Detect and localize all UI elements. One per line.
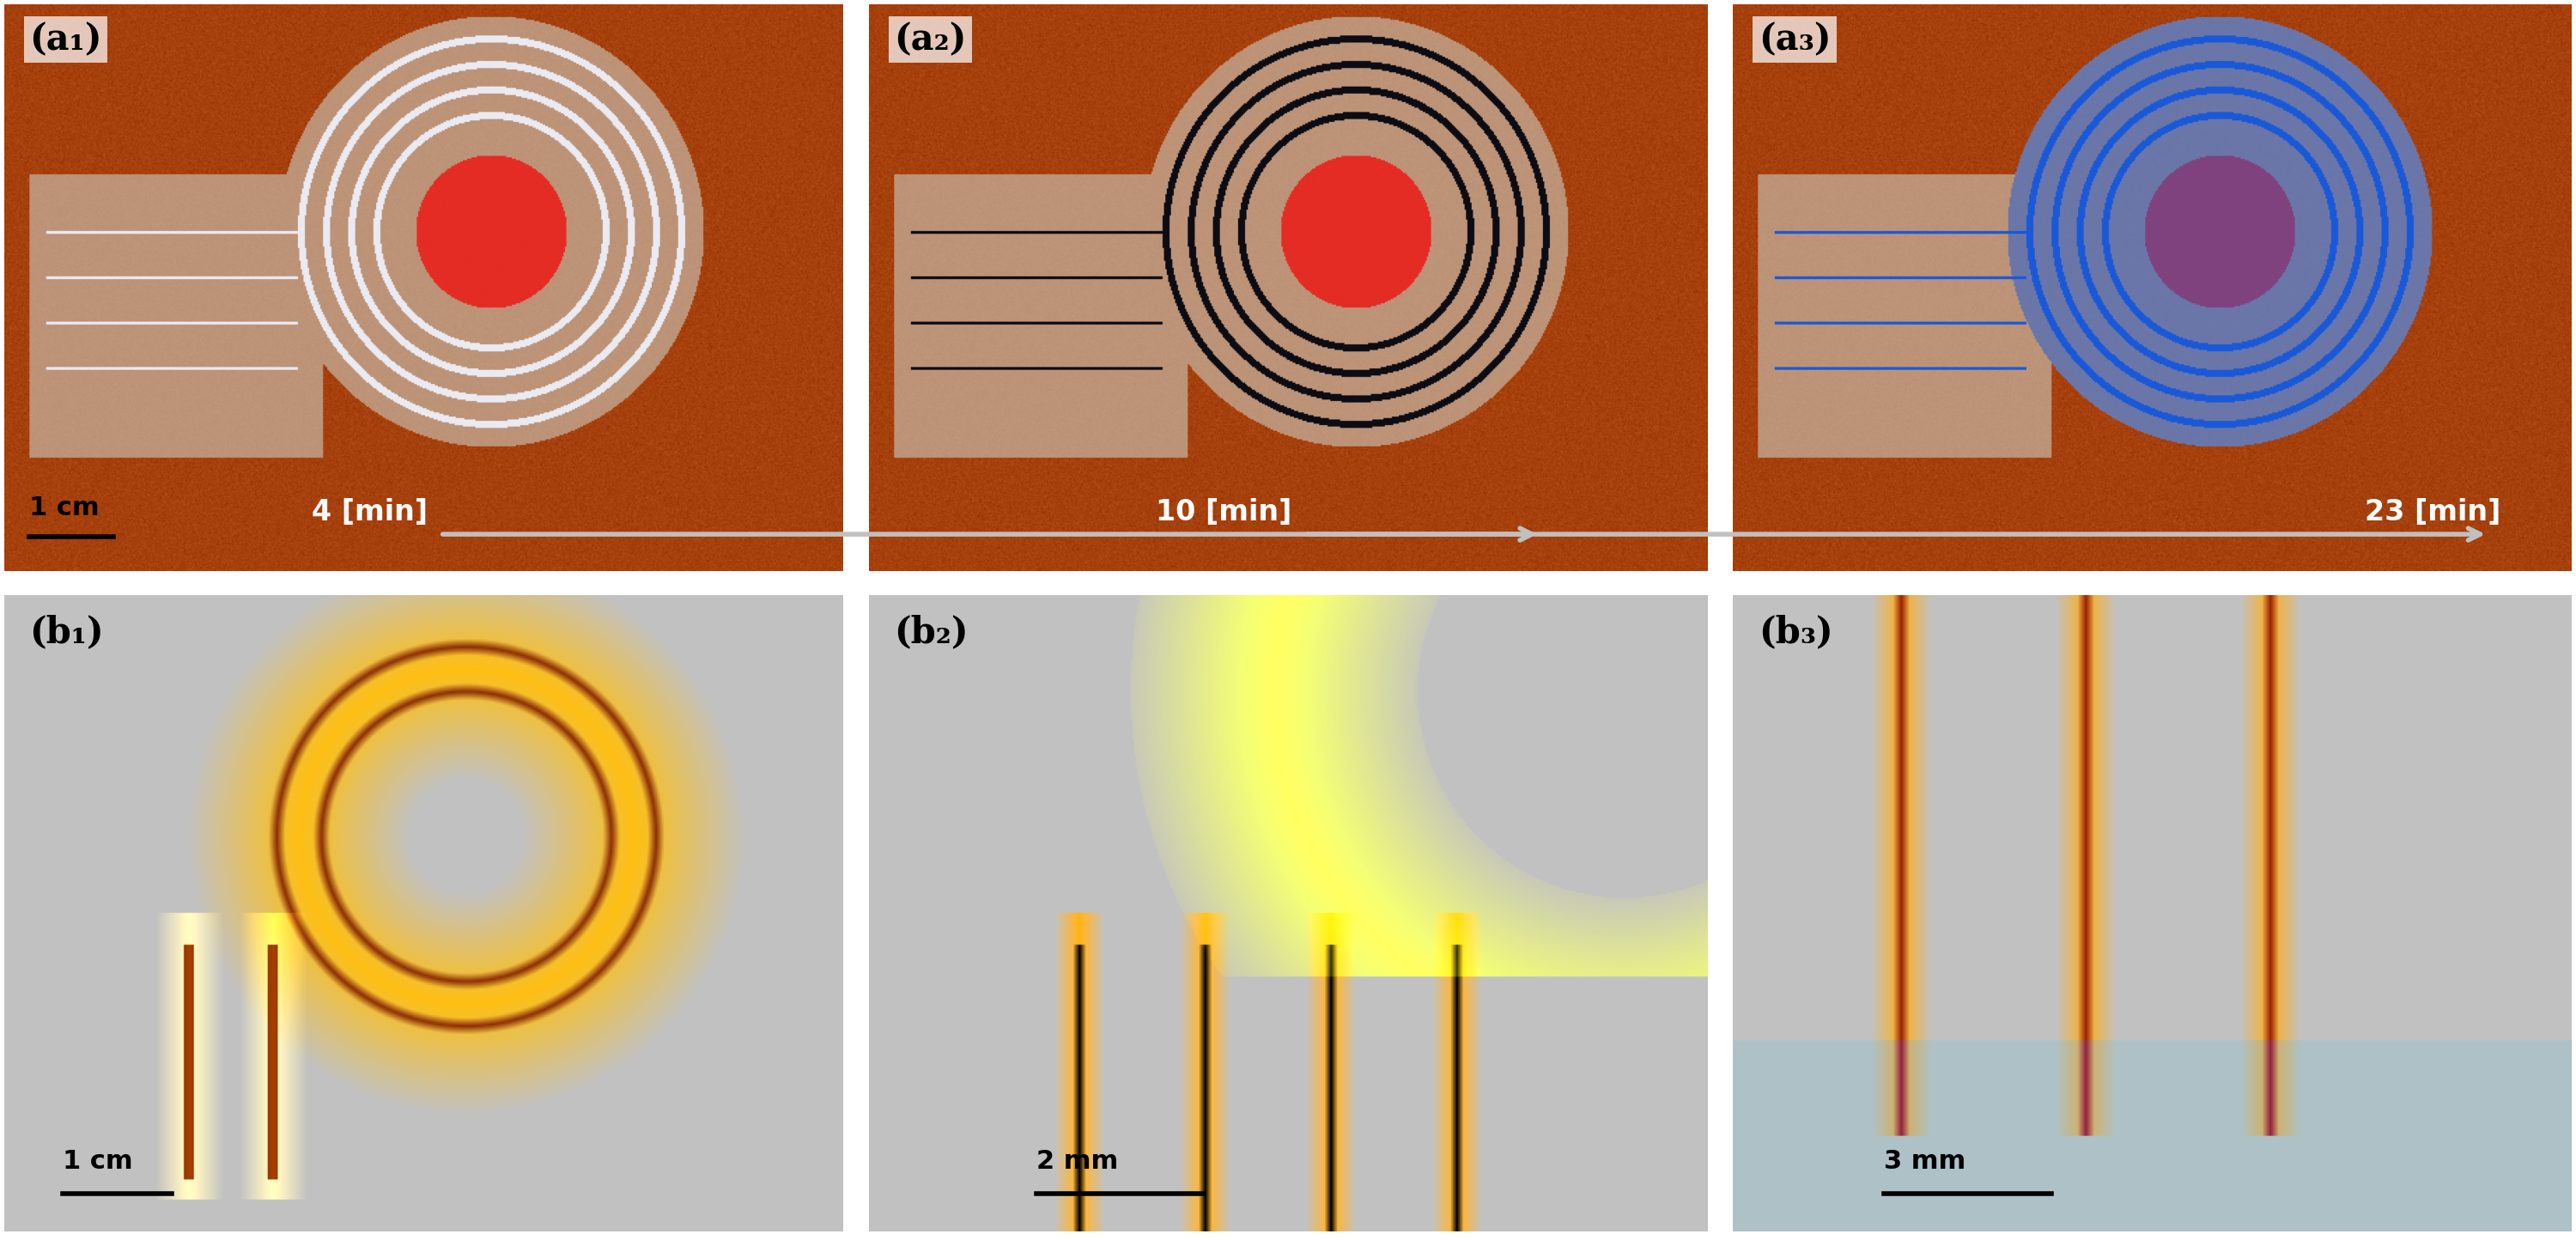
Text: (b₃): (b₃) [1759, 614, 1832, 650]
Text: 4 [min]: 4 [min] [312, 498, 428, 527]
Text: 23 [min]: 23 [min] [2365, 498, 2501, 527]
Text: (a₃): (a₃) [1759, 21, 1832, 57]
Text: 3 mm: 3 mm [1883, 1149, 1965, 1174]
Text: (b₁): (b₁) [28, 614, 103, 650]
Text: 1 cm: 1 cm [62, 1149, 134, 1174]
Text: (b₂): (b₂) [894, 614, 969, 650]
Text: 2 mm: 2 mm [1036, 1149, 1118, 1174]
Text: (a₂): (a₂) [894, 21, 966, 57]
Text: (a₁): (a₁) [28, 21, 103, 57]
Text: 10 [min]: 10 [min] [1157, 498, 1293, 527]
Text: 1 cm: 1 cm [28, 495, 100, 520]
